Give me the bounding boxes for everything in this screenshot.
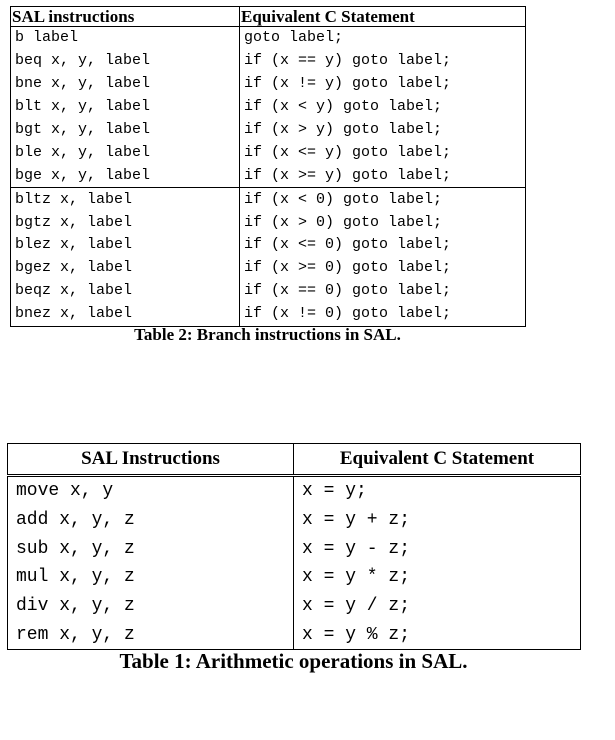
table-row: beqz x, label if (x == 0) goto label; xyxy=(10,279,526,303)
c-statement-cell: x = y - z; xyxy=(293,534,581,564)
sal-instruction-cell: b label xyxy=(10,26,240,50)
sal-instruction-cell: ble x, y, label xyxy=(10,141,240,165)
table-row: bnez x, label if (x != 0) goto label; xyxy=(10,302,526,327)
c-statement-cell: x = y + z; xyxy=(293,505,581,535)
branch-table-body: b label goto label; beq x, y, label if (x =… xyxy=(10,26,526,327)
column-header-sal: SAL instructions xyxy=(10,6,240,27)
table-row: beq x, y, label if (x == y) goto label; xyxy=(10,49,526,73)
sal-instruction-cell: bgt x, y, label xyxy=(10,118,240,142)
c-statement-cell: goto label; xyxy=(239,26,526,50)
sal-instruction-cell: div x, y, z xyxy=(7,591,294,621)
c-statement-cell: if (x >= y) goto label; xyxy=(239,164,526,188)
c-statement-cell: if (x <= 0) goto label; xyxy=(239,234,526,257)
c-statement-cell: x = y; xyxy=(293,475,581,506)
c-statement-cell: x = y / z; xyxy=(293,591,581,621)
sal-instruction-cell: bltz x, label xyxy=(10,187,240,212)
c-statement-cell: x = y * z; xyxy=(293,563,581,592)
c-statement-cell: if (x == 0) goto label; xyxy=(239,279,526,303)
column-header-sal: SAL Instructions xyxy=(7,443,294,477)
table-header-row: SAL Instructions Equivalent C Statement xyxy=(7,443,581,477)
table-row: bgez x, label if (x >= 0) goto label; xyxy=(10,256,526,280)
sal-instruction-cell: bne x, y, label xyxy=(10,72,240,96)
arithmetic-operations-table: SAL Instructions Equivalent C Statement … xyxy=(7,443,581,651)
sal-instruction-cell: bnez x, label xyxy=(10,302,240,327)
c-statement-cell: if (x > 0) goto label; xyxy=(239,211,526,235)
sal-instruction-cell: rem x, y, z xyxy=(7,620,294,651)
column-header-c: Equivalent C Statement xyxy=(293,443,581,477)
table-row: bne x, y, label if (x != y) goto label; xyxy=(10,72,526,96)
c-statement-cell: if (x != 0) goto label; xyxy=(239,302,526,327)
c-statement-cell: if (x == y) goto label; xyxy=(239,49,526,73)
c-statement-cell: if (x >= 0) goto label; xyxy=(239,256,526,280)
table-row: bgt x, y, label if (x > y) goto label; xyxy=(10,118,526,142)
table-row: bgtz x, label if (x > 0) goto label; xyxy=(10,211,526,235)
table-row: bltz x, label if (x < 0) goto label; xyxy=(10,187,526,212)
c-statement-cell: x = y % z; xyxy=(293,620,581,651)
sal-instruction-cell: add x, y, z xyxy=(7,505,294,535)
column-header-c: Equivalent C Statement xyxy=(239,6,526,27)
sal-instruction-cell: move x, y xyxy=(7,475,294,506)
table-row: blez x, label if (x <= 0) goto label; xyxy=(10,234,526,257)
sal-instruction-cell: beqz x, label xyxy=(10,279,240,303)
table1-caption: Table 1: Arithmetic operations in SAL. xyxy=(119,649,468,673)
table-row: ble x, y, label if (x <= y) goto label; xyxy=(10,141,526,165)
sal-instruction-cell: blez x, label xyxy=(10,234,240,257)
sal-instruction-cell: beq x, y, label xyxy=(10,49,240,73)
table-header-row: SAL instructions Equivalent C Statement xyxy=(10,6,526,27)
table2-caption: Table 2: Branch instructions in SAL. xyxy=(134,325,401,344)
sal-instruction-cell: blt x, y, label xyxy=(10,95,240,119)
sal-instruction-cell: bge x, y, label xyxy=(10,164,240,188)
c-statement-cell: if (x < 0) goto label; xyxy=(239,187,526,212)
table-row: blt x, y, label if (x < y) goto label; xyxy=(10,95,526,119)
c-statement-cell: if (x <= y) goto label; xyxy=(239,141,526,165)
sal-instruction-cell: sub x, y, z xyxy=(7,534,294,564)
branch-instructions-table: SAL instructions Equivalent C Statement … xyxy=(10,6,526,327)
sal-instruction-cell: bgtz x, label xyxy=(10,211,240,235)
table-row: bge x, y, label if (x >= y) goto label; xyxy=(10,164,526,188)
c-statement-cell: if (x < y) goto label; xyxy=(239,95,526,119)
sal-instruction-cell: mul x, y, z xyxy=(7,563,294,592)
c-statement-cell: if (x != y) goto label; xyxy=(239,72,526,96)
table-row: b label goto label; xyxy=(10,26,526,50)
c-statement-cell: if (x > y) goto label; xyxy=(239,118,526,142)
sal-instruction-cell: bgez x, label xyxy=(10,256,240,280)
